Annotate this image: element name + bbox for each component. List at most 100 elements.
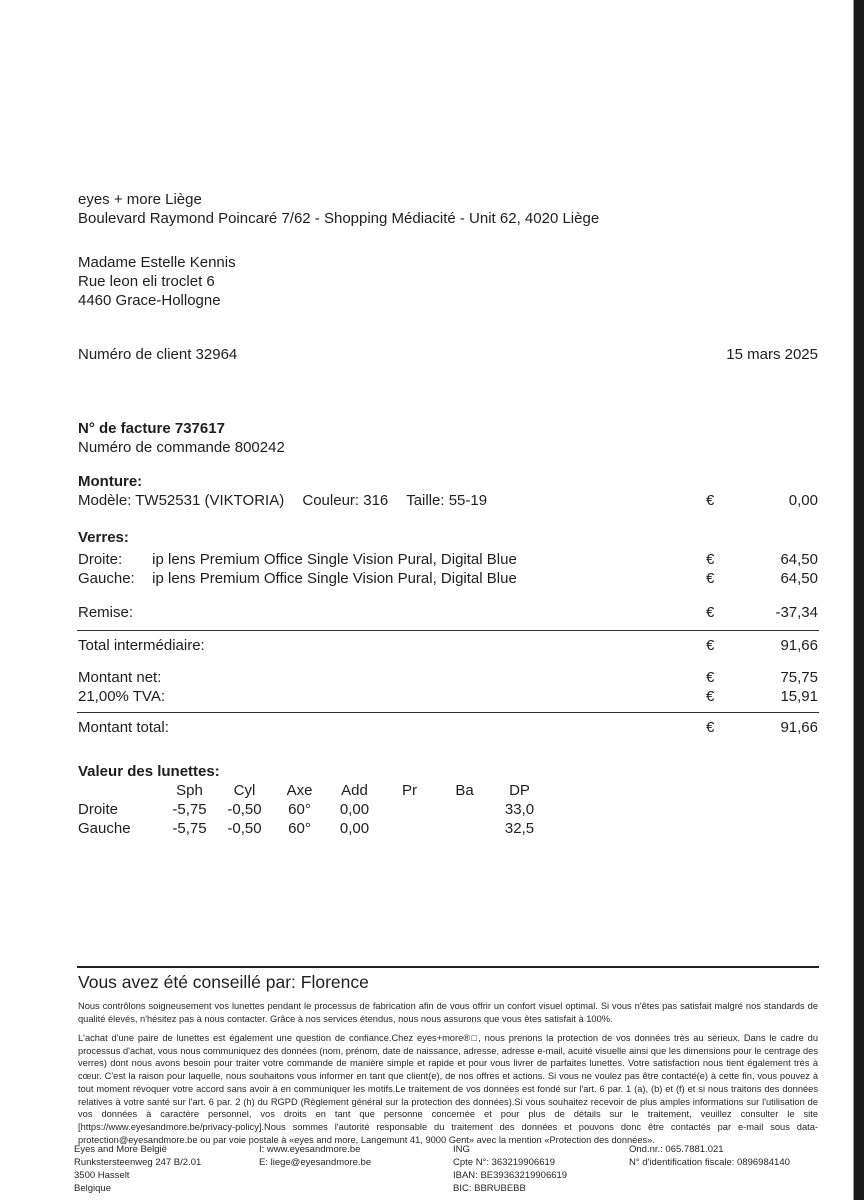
customer-name: Madame Estelle Kennis bbox=[78, 254, 236, 271]
frame-details: Modèle: TW52531 (VIKTORIA) Couleur: 316 … bbox=[78, 491, 706, 510]
rx-cell-cyl: -0,50 bbox=[227, 801, 262, 818]
rx-cell-ba bbox=[437, 819, 492, 838]
footer-tax-id: N° d'identification fiscale: 0896984140 bbox=[629, 1157, 790, 1168]
lens-right-price: 64,50 bbox=[780, 551, 818, 568]
footer-bank-block: ING Cpte N°: 363219906619 IBAN: BE393632… bbox=[453, 1143, 567, 1195]
rx-cell-ba bbox=[437, 800, 492, 819]
euro-symbol: € bbox=[706, 551, 715, 568]
footer-company-city: 3500 Hasselt bbox=[74, 1170, 130, 1181]
footer-iban: IBAN: BE39363219906619 bbox=[453, 1170, 568, 1181]
page-edge-shadow bbox=[853, 0, 864, 1200]
frame-section-title: Monture: bbox=[78, 473, 143, 490]
client-number: Numéro de client 32964 bbox=[78, 346, 238, 363]
invoice-date: 15 mars 2025 bbox=[726, 346, 818, 363]
rx-cell-dp: 32,5 bbox=[504, 820, 535, 837]
column-header-dp: DP bbox=[509, 782, 530, 799]
subtotal-amount: 91,66 bbox=[780, 637, 818, 654]
net-vat-block: Montant net: € 75,75 21,00% TVA: € 15,91 bbox=[78, 668, 818, 706]
column-header-pr: Pr bbox=[402, 782, 417, 799]
rx-cell-axe: 60° bbox=[288, 801, 311, 818]
prescription-row-left: Gauche -5,75 -0,50 60° 0,00 32,5 bbox=[78, 819, 818, 838]
total-row: Montant total: € 91,66 bbox=[78, 718, 818, 737]
euro-symbol: € bbox=[706, 637, 715, 654]
rx-cell-cyl: -0,50 bbox=[227, 820, 262, 837]
net-amount: 75,75 bbox=[780, 669, 818, 686]
meta-row: Numéro de client 32964 15 mars 2025 bbox=[78, 345, 818, 364]
column-header-ba: Ba bbox=[455, 782, 474, 799]
store-header: eyes + more Liège Boulevard Raymond Poin… bbox=[78, 190, 818, 228]
lens-left-price: 64,50 bbox=[780, 570, 818, 587]
lens-row-right: Droite: ip lens Premium Office Single Vi… bbox=[78, 550, 818, 569]
euro-symbol: € bbox=[706, 688, 715, 705]
column-header-cyl: Cyl bbox=[233, 782, 256, 799]
frame-line: Modèle: TW52531 (VIKTORIA) Couleur: 316 … bbox=[78, 491, 818, 510]
divider-line bbox=[77, 966, 819, 968]
rx-cell-axe: 60° bbox=[288, 820, 311, 837]
footer-company-street: Runkstersteenweg 247 B/2.01 bbox=[74, 1157, 202, 1168]
euro-symbol: € bbox=[706, 492, 715, 509]
column-header-sph: Sph bbox=[176, 782, 203, 799]
footer-contact-block: I: www.eyesandmore.be E: liege@eyesandmo… bbox=[259, 1143, 371, 1169]
vat-amount: 15,91 bbox=[780, 688, 818, 705]
footer-account-number: Cpte N°: 363219906619 bbox=[453, 1157, 556, 1168]
footer-registration-block: Ond.nr.: 065.7881.021 N° d'identificatio… bbox=[629, 1143, 790, 1169]
lens-left-side: Gauche: bbox=[78, 570, 135, 587]
footer-company-name: Eyes and More België bbox=[74, 1144, 167, 1155]
rx-side-label: Droite bbox=[78, 801, 119, 818]
rx-cell-add: 0,00 bbox=[339, 801, 370, 818]
column-header-axe: Axe bbox=[286, 782, 313, 799]
lenses-section-title: Verres: bbox=[78, 529, 129, 546]
divider-line bbox=[77, 712, 819, 713]
footer-company-number: Ond.nr.: 065.7881.021 bbox=[629, 1144, 724, 1155]
order-number: Numéro de commande 800242 bbox=[78, 439, 285, 456]
footer-company-block: Eyes and More België Runkstersteenweg 24… bbox=[74, 1143, 201, 1195]
discount-row: Remise: € -37,34 bbox=[78, 603, 818, 622]
divider-line bbox=[77, 630, 819, 631]
subtotal-row: Total intermédiaire: € 91,66 bbox=[78, 636, 818, 655]
quality-note: Nous contrôlons soigneusement vos lunett… bbox=[78, 1001, 818, 1024]
discount-label: Remise: bbox=[78, 604, 134, 621]
rx-side-label: Gauche bbox=[78, 820, 131, 837]
euro-symbol: € bbox=[706, 570, 715, 587]
column-header-add: Add bbox=[341, 782, 368, 799]
prescription-section: Valeur des lunettes: Sph Cyl Axe Add Pr … bbox=[78, 762, 818, 838]
footer-company-country: Belgique bbox=[74, 1183, 111, 1194]
total-amount: 91,66 bbox=[780, 719, 818, 736]
lens-right-side: Droite: bbox=[78, 551, 123, 568]
rx-cell-dp: 33,0 bbox=[504, 801, 535, 818]
frame-size: Taille: 55-19 bbox=[406, 492, 488, 509]
lenses-section: Verres: Droite: ip lens Premium Office S… bbox=[78, 528, 818, 588]
lens-row-left: Gauche: ip lens Premium Office Single Vi… bbox=[78, 569, 818, 588]
discount-amount: -37,34 bbox=[775, 604, 818, 621]
euro-symbol: € bbox=[706, 719, 715, 736]
lens-left-details: Gauche: ip lens Premium Office Single Vi… bbox=[78, 569, 706, 588]
customer-address-block: Madame Estelle Kennis Rue leon eli trocl… bbox=[78, 253, 818, 310]
prescription-row-right: Droite -5,75 -0,50 60° 0,00 33,0 bbox=[78, 800, 818, 819]
store-name: eyes + more Liège bbox=[78, 191, 202, 208]
frame-price: 0,00 bbox=[788, 492, 818, 509]
lens-right-description: ip lens Premium Office Single Vision Pur… bbox=[152, 551, 517, 568]
rx-cell-pr bbox=[382, 819, 437, 838]
lens-left-description: ip lens Premium Office Single Vision Pur… bbox=[152, 570, 517, 587]
advisor-line: Vous avez été conseillé par: Florence bbox=[78, 972, 369, 992]
frame-section: Monture: Modèle: TW52531 (VIKTORIA) Coul… bbox=[78, 472, 818, 510]
footer-bic: BIC: BBRUBEBB bbox=[453, 1183, 526, 1194]
frame-color: Couleur: 316 bbox=[302, 492, 389, 509]
vat-row: 21,00% TVA: € 15,91 bbox=[78, 687, 818, 706]
customer-city: 4460 Grace-Hollogne bbox=[78, 292, 221, 309]
subtotal-label: Total intermédiaire: bbox=[78, 637, 205, 654]
net-row: Montant net: € 75,75 bbox=[78, 668, 818, 687]
store-address: Boulevard Raymond Poincaré 7/62 - Shoppi… bbox=[78, 210, 600, 227]
privacy-note: L'achat d'une paire de lunettes est égal… bbox=[78, 1033, 818, 1145]
invoice-number: N° de facture 737617 bbox=[78, 420, 225, 437]
net-label: Montant net: bbox=[78, 669, 162, 686]
rx-cell-pr bbox=[382, 800, 437, 819]
invoice-id-block: N° de facture 737617 Numéro de commande … bbox=[78, 419, 818, 457]
prescription-title: Valeur des lunettes: bbox=[78, 763, 220, 780]
footer-email: E: liege@eyesandmore.be bbox=[259, 1157, 372, 1168]
euro-symbol: € bbox=[706, 669, 715, 686]
footer-website: I: www.eyesandmore.be bbox=[259, 1144, 361, 1155]
lens-right-details: Droite: ip lens Premium Office Single Vi… bbox=[78, 550, 706, 569]
customer-street: Rue leon eli troclet 6 bbox=[78, 273, 215, 290]
